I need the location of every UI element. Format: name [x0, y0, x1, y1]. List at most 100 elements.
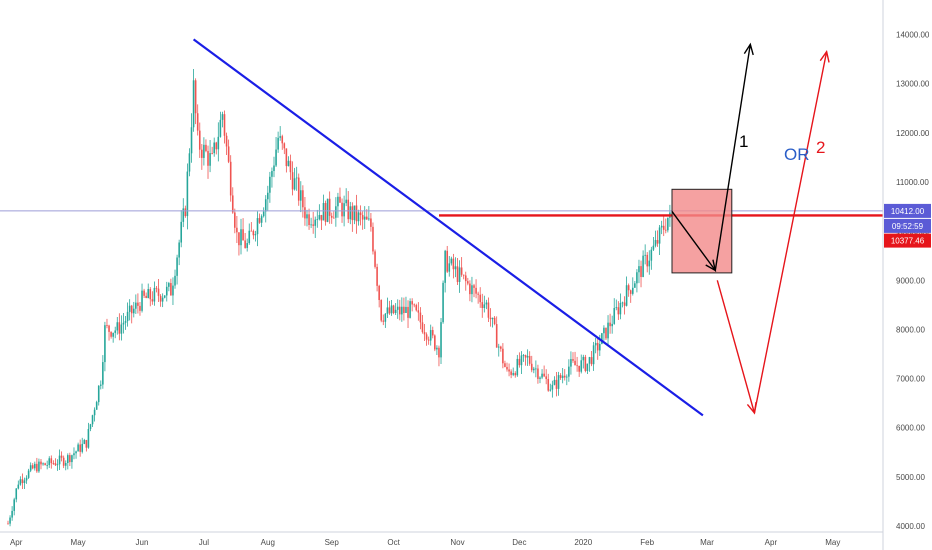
candle-body: [69, 455, 71, 463]
candle-body: [79, 444, 81, 452]
candle-body: [81, 443, 84, 452]
candle-body: [378, 285, 380, 301]
candle-body: [104, 325, 106, 363]
candle-body: [306, 214, 308, 219]
candle-body: [627, 285, 630, 291]
candle-body: [293, 178, 296, 190]
candle-body: [46, 465, 48, 466]
candle-body: [500, 346, 502, 349]
candle-body: [271, 171, 273, 177]
candle-body: [198, 130, 201, 150]
price-tag: [884, 218, 931, 233]
candle-body: [652, 245, 655, 250]
candle-body: [454, 266, 457, 270]
candle-body: [434, 335, 436, 350]
candle-body: [619, 302, 622, 315]
candle-body: [347, 199, 350, 220]
candle-body: [108, 325, 110, 332]
candle-body: [15, 488, 18, 500]
candle-body: [29, 465, 32, 471]
candle-body: [654, 240, 657, 246]
price-tags: 10412.00 09:52:59 10377.46: [884, 203, 931, 248]
time-axis[interactable]: Apr May Jun Jul Aug Sep Oct Nov Dec 2020 Feb Mar Apr…: [10, 538, 840, 547]
candle-body: [267, 192, 269, 200]
candle-body: [326, 198, 329, 222]
candle-body: [73, 453, 75, 456]
y-tick-label: 9000.00: [896, 276, 925, 285]
candle-body: [122, 322, 125, 325]
candle-body: [467, 281, 469, 284]
candle-body: [60, 455, 63, 458]
candle-body: [201, 149, 203, 158]
candle-body: [11, 510, 13, 518]
candle-body: [95, 402, 98, 410]
y-tick-label: 7000.00: [896, 375, 925, 384]
candle-body: [539, 377, 541, 379]
candle-body: [273, 165, 275, 172]
candle-body: [91, 415, 94, 425]
candle-body: [514, 373, 517, 376]
candle-body: [450, 258, 453, 264]
candle-body: [421, 322, 424, 333]
candle-body: [601, 333, 603, 344]
candle-body: [566, 376, 568, 378]
candle-body: [147, 289, 150, 298]
drawings: [0, 38, 883, 417]
candle-body: [446, 250, 449, 272]
candle-body: [508, 369, 510, 372]
candle-body: [161, 297, 164, 302]
candle-body: [227, 146, 230, 162]
candle-body: [180, 221, 183, 243]
candle-body: [153, 287, 156, 302]
candle-body: [413, 304, 416, 306]
candle-body: [40, 461, 42, 465]
candle-body: [631, 287, 634, 294]
candle-body: [279, 136, 281, 138]
candle-body: [188, 153, 191, 172]
candle-body: [483, 304, 486, 308]
candle-body: [9, 517, 11, 524]
candle-body: [192, 80, 195, 128]
descending-trendline[interactable]: [192, 38, 704, 417]
candle-body: [386, 307, 389, 314]
candle-body: [333, 217, 335, 219]
candle-body: [547, 379, 550, 391]
candle-body: [392, 305, 395, 313]
price-tag: [884, 203, 931, 218]
candle-body: [667, 217, 669, 231]
candle-body: [114, 330, 117, 333]
candle-body: [524, 355, 527, 358]
candle-body: [48, 458, 51, 466]
candle-body: [345, 199, 347, 204]
candle-body: [126, 311, 129, 322]
candle-body: [477, 293, 479, 295]
candle-body: [205, 144, 207, 152]
candle-body: [648, 260, 651, 267]
candle-body: [656, 240, 659, 244]
candle-body: [44, 463, 46, 466]
candle-body: [479, 294, 481, 303]
scenario-path-2[interactable]: [716, 51, 828, 414]
candle-body: [168, 283, 170, 287]
candle-body: [372, 226, 374, 252]
candle-body: [448, 263, 451, 272]
decision-zone-box[interactable]: [671, 188, 733, 274]
candle-body: [312, 224, 314, 226]
candle-body: [442, 282, 444, 323]
candle-body: [42, 463, 44, 465]
x-tick-label: Dec: [512, 538, 526, 547]
candle-body: [493, 317, 496, 325]
candle-body: [25, 477, 28, 481]
candle-body: [203, 144, 205, 158]
candle-body: [328, 198, 331, 216]
candle-body: [99, 384, 102, 386]
candle-body: [658, 227, 661, 244]
candle-body: [409, 301, 411, 318]
candle-body: [405, 306, 407, 313]
candle-body: [341, 202, 343, 217]
candle-body: [58, 455, 61, 465]
candle-body: [504, 363, 506, 367]
scenario-path-2-end-arrowhead: [819, 50, 830, 63]
y-tick-label: 4000.00: [896, 522, 925, 531]
candle-body: [244, 240, 246, 248]
